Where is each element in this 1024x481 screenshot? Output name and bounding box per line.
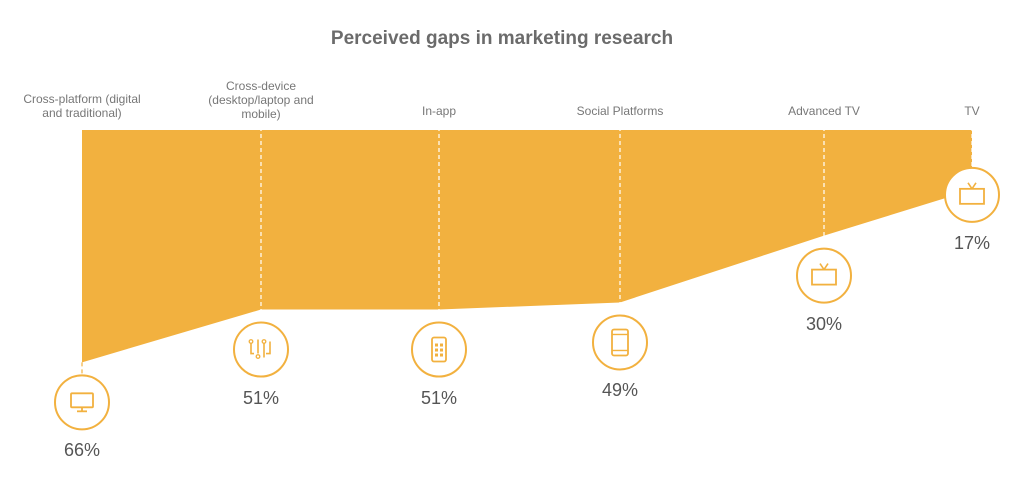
app-phone-icon bbox=[411, 321, 467, 378]
smartphone-icon bbox=[592, 314, 648, 371]
value-label: 51% bbox=[420, 387, 458, 408]
category-label: In-app bbox=[421, 104, 457, 118]
value-label: 51% bbox=[242, 387, 280, 408]
category-label: Social Platforms bbox=[576, 104, 664, 118]
chart-title: Perceived gaps in marketing research bbox=[330, 28, 674, 49]
value-label: 49% bbox=[601, 380, 639, 401]
category-label: Advanced TV bbox=[788, 104, 860, 118]
tv-icon bbox=[944, 166, 1000, 223]
value-label: 17% bbox=[953, 232, 991, 253]
category-label: Cross-platform (digital and traditional) bbox=[23, 92, 141, 120]
devices-icon bbox=[233, 321, 289, 378]
advanced-tv-icon bbox=[796, 247, 852, 304]
value-label: 66% bbox=[63, 440, 101, 461]
category-label: Cross-device (desktop/laptop and mobile) bbox=[208, 79, 314, 121]
area-band bbox=[82, 130, 972, 363]
category-label: TV bbox=[964, 104, 980, 118]
monitor-icon bbox=[54, 374, 110, 431]
value-label: 30% bbox=[805, 313, 843, 334]
